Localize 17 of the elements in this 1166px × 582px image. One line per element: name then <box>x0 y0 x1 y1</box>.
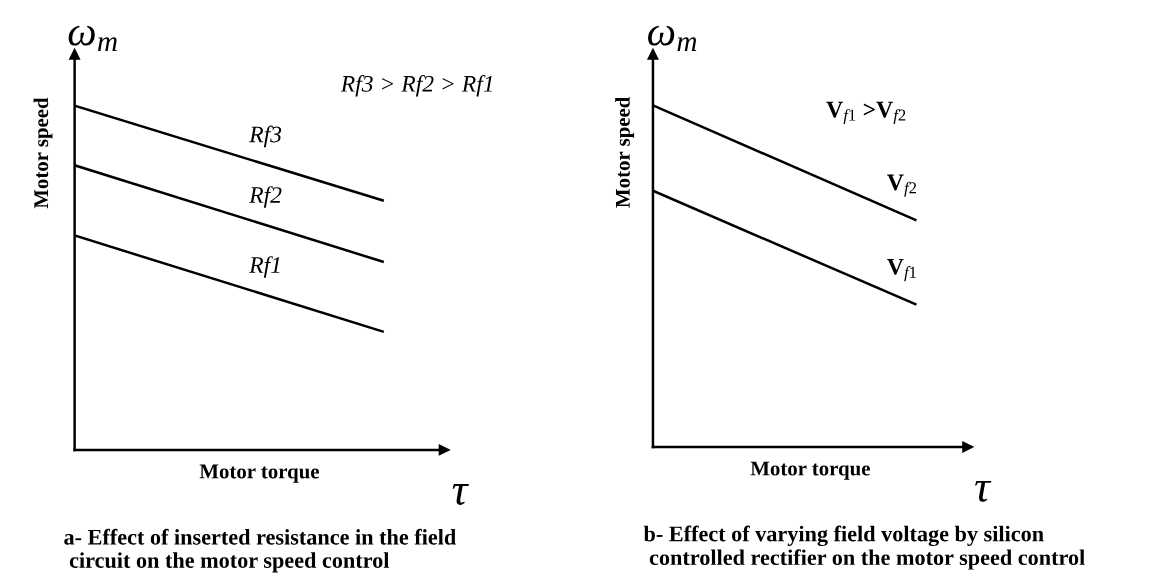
text: ω$_{m}$ <box>68 25 117 51</box>
x-axis-title: Motor torque <box>750 461 870 480</box>
x-axis-title: Motor torque <box>199 464 319 483</box>
annotation: V$_{f1}$ >V$_{f2}$ <box>826 101 906 125</box>
y-axis-title: Motor speed <box>33 97 53 209</box>
series-label: V$_{f2}$ <box>887 174 917 197</box>
series-label: V$_{f1}$ <box>887 259 916 282</box>
y-axis-title: Motor speed <box>615 96 635 208</box>
text: a- Effect of inserted resistance in the field circuit on the motor speed control <box>64 528 457 573</box>
series-label: Rf3 <box>249 125 282 148</box>
text: τ <box>975 480 992 502</box>
series-label: Rf1 <box>249 256 280 278</box>
series-label: Rf2 <box>249 186 282 208</box>
text: b- Effect of varying field voltage by silicon controlled rectifier on the motor speed control <box>643 525 1085 570</box>
text: ω$_{m}$ <box>648 25 697 51</box>
text: Rf3 > Rf2 > Rf1 <box>340 74 493 97</box>
text: τ <box>452 484 469 505</box>
